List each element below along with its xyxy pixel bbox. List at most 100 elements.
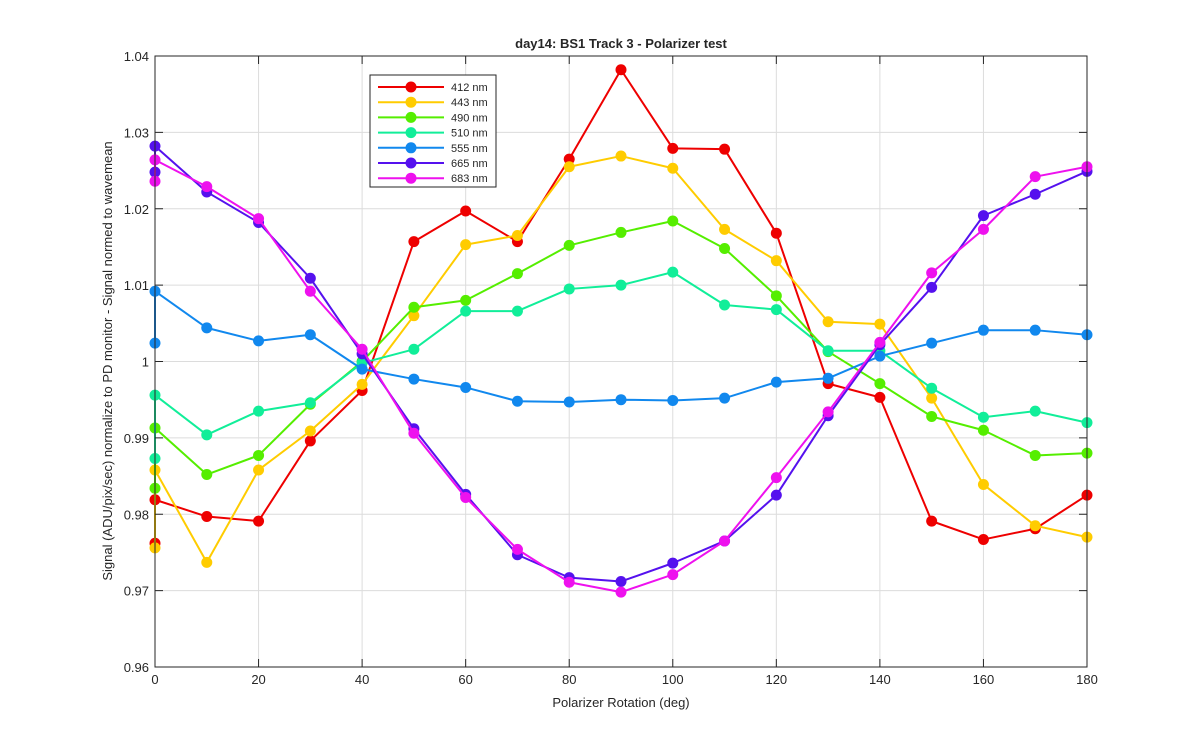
data-point — [926, 281, 938, 293]
data-point — [926, 267, 938, 279]
y-tick-label: 0.97 — [124, 584, 149, 599]
data-point — [408, 236, 420, 248]
data-point — [615, 586, 627, 598]
legend-item: 555 nm — [378, 142, 488, 155]
data-point — [770, 304, 782, 316]
data-point — [822, 345, 834, 357]
legend-label: 443 nm — [451, 97, 488, 109]
series-443-nm — [149, 150, 1093, 568]
data-point — [770, 489, 782, 501]
data-point — [201, 556, 213, 568]
data-point — [460, 305, 472, 317]
chart-title: day14: BS1 Track 3 - Polarizer test — [515, 36, 727, 51]
data-point — [304, 329, 316, 341]
legend[interactable]: 412 nm 443 nm 490 nm 510 nm 555 nm 665 nm 683 … — [369, 74, 497, 188]
y-tick-label: 1.02 — [124, 202, 149, 217]
data-point — [615, 226, 627, 238]
data-point — [822, 372, 834, 384]
data-point — [356, 343, 368, 355]
series-line — [154, 271, 1088, 459]
data-point — [719, 535, 731, 547]
data-point — [667, 569, 679, 581]
data-point — [719, 242, 731, 254]
series-line — [154, 155, 1088, 564]
data-point — [511, 268, 523, 280]
x-tick-label: 120 — [765, 672, 787, 687]
legend-label: 665 nm — [451, 158, 488, 170]
data-point — [460, 294, 472, 306]
data-point — [1029, 188, 1041, 200]
data-point — [770, 255, 782, 267]
data-point — [874, 336, 886, 348]
data-point — [770, 290, 782, 302]
data-point — [667, 215, 679, 227]
data-point — [304, 285, 316, 297]
data-point — [460, 239, 472, 251]
series-683-nm — [149, 154, 1093, 598]
data-point — [615, 394, 627, 406]
legend-swatch-marker — [405, 127, 417, 139]
data-point — [926, 515, 938, 527]
data-point — [408, 373, 420, 385]
data-point — [615, 64, 627, 76]
series-412-nm — [149, 64, 1093, 549]
data-point — [253, 405, 265, 417]
data-point — [1029, 405, 1041, 417]
data-point — [615, 575, 627, 587]
x-tick-label: 40 — [355, 672, 369, 687]
legend-item: 683 nm — [378, 172, 488, 185]
data-point — [201, 511, 213, 523]
data-point — [770, 472, 782, 484]
series-555-nm — [149, 285, 1093, 408]
data-point — [201, 469, 213, 481]
data-point — [977, 478, 989, 490]
data-point — [408, 310, 420, 322]
data-point — [719, 299, 731, 311]
data-point — [926, 392, 938, 404]
data-point — [977, 210, 989, 222]
legend-label: 510 nm — [451, 128, 488, 140]
data-point — [874, 350, 886, 362]
data-point — [977, 533, 989, 545]
data-point — [563, 283, 575, 295]
data-point — [667, 394, 679, 406]
x-tick-label: 80 — [562, 672, 576, 687]
data-point — [201, 181, 213, 193]
data-point — [408, 343, 420, 355]
data-point — [511, 229, 523, 241]
x-tick-label: 160 — [973, 672, 995, 687]
data-point — [874, 318, 886, 330]
data-point — [719, 143, 731, 155]
x-axis-ticks: 0 20 40 60 80 100 120 140 160 180 — [151, 56, 1098, 687]
legend-box — [369, 74, 497, 188]
legend-label: 555 nm — [451, 143, 488, 155]
data-point — [253, 335, 265, 347]
data-point — [822, 406, 834, 418]
legend-label: 490 nm — [451, 112, 488, 124]
legend-swatch-marker — [405, 157, 417, 169]
legend-item: 490 nm — [378, 111, 488, 124]
data-point — [460, 491, 472, 503]
data-point — [304, 272, 316, 284]
data-point — [977, 424, 989, 436]
data-point — [719, 392, 731, 404]
data-point — [511, 395, 523, 407]
series-line — [154, 290, 1088, 403]
series-490-nm — [149, 215, 1093, 494]
data-point — [460, 381, 472, 393]
data-point — [926, 337, 938, 349]
data-point — [408, 427, 420, 439]
data-point — [719, 223, 731, 235]
y-tick-label: 0.98 — [124, 507, 149, 522]
legend-swatch-marker — [405, 96, 417, 108]
data-point — [356, 378, 368, 390]
y-tick-label: 0.96 — [124, 660, 149, 675]
data-point — [201, 429, 213, 441]
legend-label: 683 nm — [451, 173, 488, 185]
data-point — [253, 213, 265, 225]
x-tick-label: 0 — [151, 672, 158, 687]
legend-swatch-marker — [405, 81, 417, 93]
data-point — [408, 301, 420, 313]
y-tick-label: 1 — [142, 355, 149, 370]
